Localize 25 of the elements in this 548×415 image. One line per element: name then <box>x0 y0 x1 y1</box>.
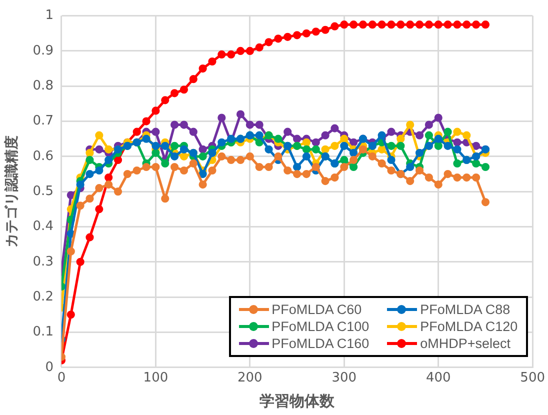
y-axis-title: カテゴリ認識精度 <box>3 136 20 248</box>
y-tick-label: 0.5 <box>32 184 54 199</box>
y-tick-label: 0.9 <box>32 43 54 58</box>
x-tick-label: 200 <box>238 370 262 386</box>
x-tick-label: 500 <box>520 370 546 386</box>
y-tick-label: 0.7 <box>32 114 54 129</box>
y-tick-label: 0.2 <box>32 289 54 304</box>
y-tick-label: 1 <box>45 8 54 24</box>
y-tick-label: 0.3 <box>32 254 54 270</box>
y-tick-label: 0.8 <box>32 78 54 94</box>
y-tick-label: 0.6 <box>32 148 54 164</box>
x-tick-label: 300 <box>332 370 357 386</box>
y-tick-label: 0.4 <box>32 219 54 234</box>
legend-label: PFoMLDA C60 <box>272 302 362 318</box>
y-tick-label: 0 <box>45 360 54 375</box>
y-tick-label: 0.1 <box>32 324 54 340</box>
legend-label: PFoMLDA C160 <box>272 336 370 352</box>
legend-label: oMHDP+select <box>420 336 511 352</box>
x-tick-label: 400 <box>426 370 451 386</box>
x-axis-title: 学習物体数 <box>260 392 336 410</box>
x-tick-label: 100 <box>143 370 168 386</box>
legend-label: PFoMLDA C120 <box>420 319 518 334</box>
legend-label: PFoMLDA C88 <box>420 302 510 318</box>
legend-label: PFoMLDA C100 <box>272 319 370 334</box>
x-tick-label: 0 <box>57 370 66 386</box>
